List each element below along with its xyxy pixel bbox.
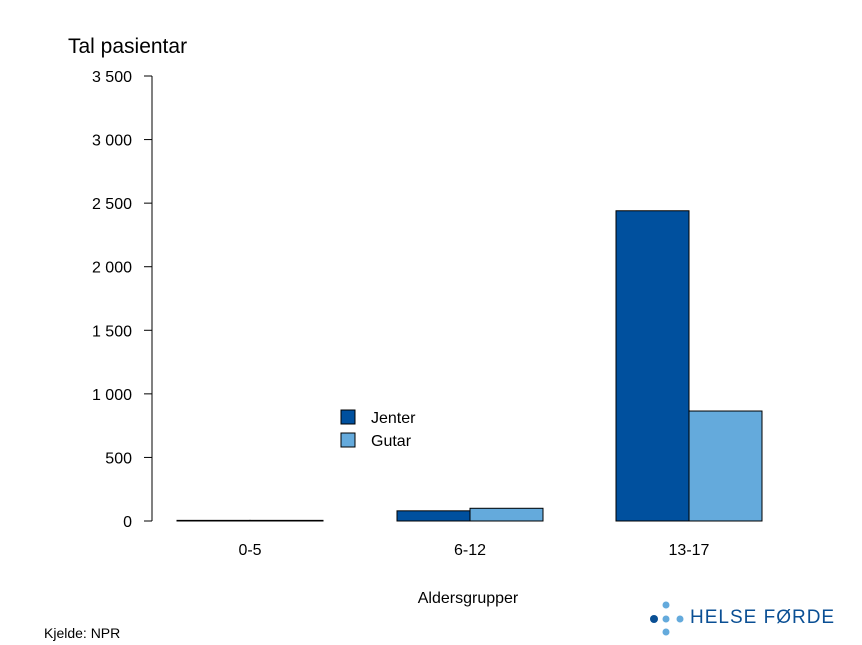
chart-title: Tal pasientar [68,35,187,58]
legend-swatch-jenter [340,409,356,425]
y-tick-label: 1 500 [92,323,132,340]
y-tick-label: 2 000 [92,260,132,277]
bar-jenter-13-17 [615,210,690,522]
y-tick-label: 0 [123,514,132,531]
x-axis-label: Aldersgrupper [418,590,519,607]
y-tick-label: 3 500 [92,69,132,86]
logo-dot [662,615,670,623]
bar-jenter-0-5 [176,519,251,522]
logo-dot [662,628,670,636]
bar-jenter-6-12 [396,510,471,522]
helse-forde-dots-icon [650,601,684,636]
bar-gutar-0-5 [249,519,324,522]
y-tick-label: 1 000 [92,387,132,404]
logo-dot [676,615,684,623]
y-tick-label: 3 000 [92,133,132,150]
source-note: Kjelde: NPR [44,625,120,641]
y-axis: 0 500 1 000 1 500 2 000 2 500 3 000 3 500 [92,69,153,531]
y-tick-label: 2 500 [92,196,132,213]
bar-gutar-6-12 [469,507,544,522]
legend: Jenter Gutar [340,409,416,450]
bars [176,210,763,522]
x-tick-label: 0-5 [238,542,261,559]
y-tick-label: 500 [105,450,132,467]
logo-dot [662,601,670,609]
logo-text: HELSE FØRDE [690,607,835,628]
legend-label-jenter: Jenter [371,410,416,427]
x-axis: 0-5 6-12 13-17 [238,542,709,559]
helse-forde-logo: HELSE FØRDE [650,601,835,636]
legend-swatch-gutar [340,432,356,448]
x-tick-label: 6-12 [454,542,486,559]
x-tick-label: 13-17 [669,542,710,559]
logo-dot [650,615,658,623]
bar-gutar-13-17 [688,410,763,522]
legend-label-gutar: Gutar [371,433,412,450]
